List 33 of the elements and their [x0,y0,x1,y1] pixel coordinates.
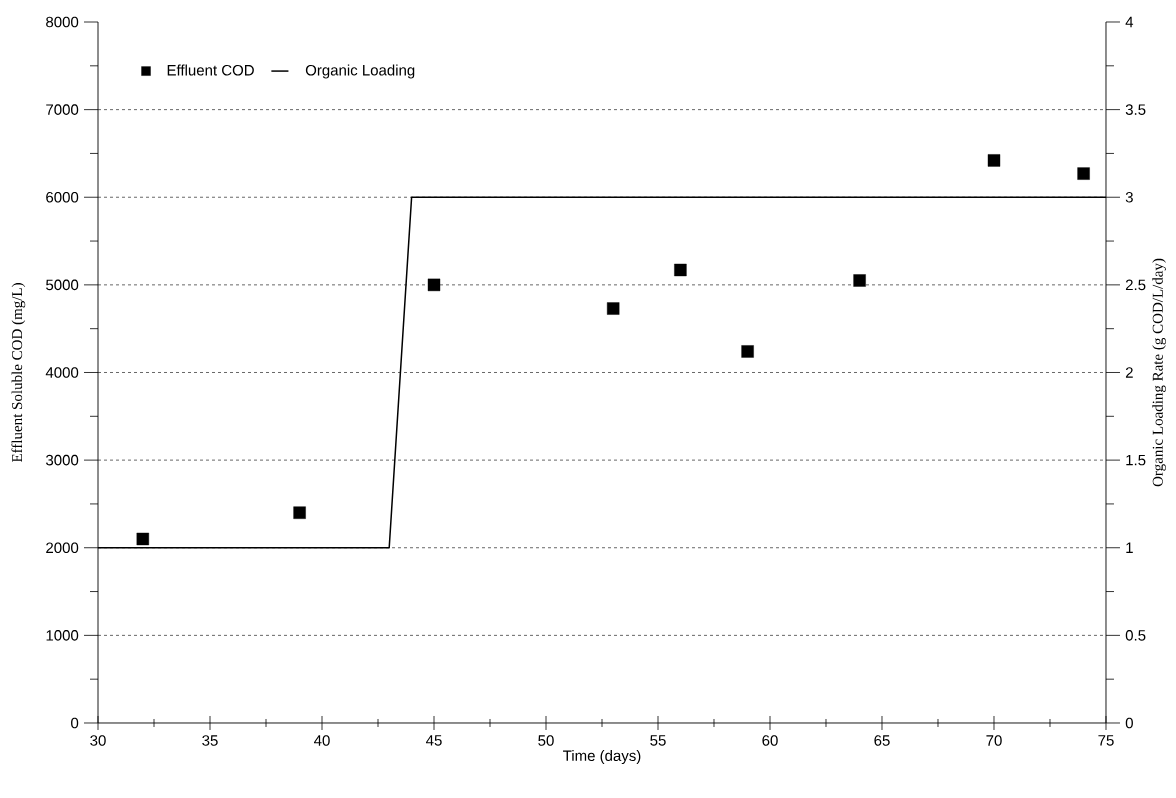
x-tick-label: 60 [762,735,778,746]
y-tick-label: 0 [71,717,79,729]
y-tick-label: 5000 [46,279,79,291]
x-tick-label: 55 [650,735,666,746]
x-tick-label: 30 [90,735,106,746]
x-tick-label: 65 [874,735,890,746]
legend-label: Effluent COD [167,64,254,76]
y2-axis-title: Organic Loading Rate (g COD/L/day) [1152,258,1166,487]
x-tick-label: 50 [538,735,554,746]
x-axis-title: Time (days) [563,750,641,764]
y-tick-label: 6000 [46,191,79,203]
y-axis-title: Effluent Soluble COD (mg/L) [11,283,26,463]
x-tick-label: 75 [1098,735,1114,746]
y2-tick-label: 1 [1126,542,1133,553]
y-tick-label: 8000 [46,16,79,28]
x-tick-label: 35 [202,735,218,746]
y-tick-label: 7000 [46,104,79,115]
legend-label: Organic Loading [305,64,415,79]
y2-tick-label: 0 [1125,717,1133,729]
x-tick-label: 45 [426,735,442,746]
y-tick-label: 1000 [46,630,79,641]
y2-tick-label: 0.5 [1125,630,1146,641]
x-tick-label: 70 [986,735,1002,746]
x-tick-label: 40 [314,735,330,746]
y2-tick-label: 4 [1125,16,1134,28]
y2-tick-label: 2 [1125,367,1133,378]
y2-tick-label: 2.5 [1125,279,1146,291]
y-tick-label: 2000 [46,542,79,554]
y2-tick-label: 1.5 [1126,454,1146,466]
y-tick-label: 3000 [46,454,79,466]
y-tick-label: 4000 [45,367,79,378]
y2-tick-label: 3.5 [1125,104,1146,115]
y2-tick-label: 3 [1125,191,1133,203]
